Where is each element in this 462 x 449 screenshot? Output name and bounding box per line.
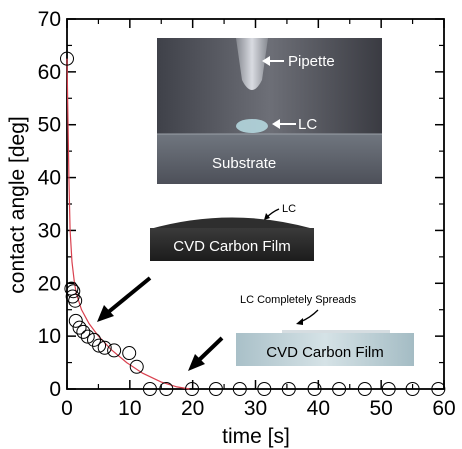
data-point	[405, 382, 420, 396]
y-tick-label: 30	[38, 219, 61, 242]
data-point	[68, 293, 83, 308]
data-markers	[60, 51, 446, 396]
arrow-to-zero-points	[195, 336, 224, 364]
y-tick-label: 40	[38, 167, 61, 190]
film2-rect	[236, 333, 414, 366]
data-point	[307, 382, 322, 396]
x-tick-label: 20	[181, 397, 204, 420]
fit-curve	[66, 58, 190, 390]
film1-lc-label: LC	[282, 203, 296, 215]
film1-label: CVD Carbon Film	[173, 238, 291, 255]
arrow-to-early-points	[104, 276, 152, 316]
data-point	[357, 382, 372, 396]
y-tick-label: 0	[49, 378, 61, 401]
lc-label: LC	[298, 116, 317, 133]
inset-photo: Pipette LC Substrate	[157, 38, 382, 184]
x-tick-label: 10	[118, 397, 141, 420]
data-point	[65, 289, 80, 304]
film-inset-1: CVD Carbon Film LC	[150, 203, 314, 261]
data-point	[107, 343, 122, 358]
data-point	[159, 382, 174, 396]
film1-droplet	[150, 217, 314, 229]
pipette-label: Pipette	[288, 53, 335, 70]
y-tick-label: 60	[38, 61, 61, 84]
axis-tick-labels: 0 10 20 30 40 50 60 0 10 20 30 40 50 60 70	[38, 8, 456, 420]
data-point	[97, 340, 112, 355]
data-point	[257, 382, 272, 396]
data-point	[72, 320, 87, 335]
data-point	[142, 382, 157, 396]
data-point	[281, 382, 296, 396]
axis-ticks	[66, 18, 445, 390]
data-point	[122, 346, 137, 361]
y-tick-label: 10	[38, 325, 61, 348]
x-tick-label: 30	[244, 397, 267, 420]
data-point	[68, 313, 83, 328]
data-point	[232, 382, 247, 396]
film2-pointer-head	[296, 318, 303, 325]
y-tick-label: 50	[38, 114, 61, 137]
x-axis-title: time [s]	[222, 425, 290, 448]
lc-arrowhead	[272, 119, 280, 129]
film-inset-2: LC Completely Spreads CVD Carbon Film	[236, 294, 414, 366]
data-point	[208, 382, 223, 396]
data-point	[60, 51, 74, 66]
pipette-shape	[236, 38, 268, 90]
data-point	[66, 284, 81, 299]
lc-droplet	[236, 119, 268, 133]
substrate-label: Substrate	[212, 155, 276, 172]
data-point	[87, 332, 102, 347]
film1-lc-pointer-head	[264, 213, 270, 220]
film2-label: CVD Carbon Film	[266, 344, 384, 361]
data-point	[332, 382, 347, 396]
data-point	[185, 382, 200, 396]
arrow-to-zero-points-head	[188, 354, 205, 371]
data-point	[76, 324, 91, 339]
pipette-arrowhead	[262, 56, 270, 66]
inset-photo-substrate	[157, 134, 382, 184]
pointer-arrows	[97, 276, 224, 371]
y-axis-title: contact angle [deg]	[6, 116, 29, 293]
y-tick-label: 70	[38, 8, 61, 31]
x-tick-label: 60	[432, 397, 455, 420]
data-point	[92, 338, 107, 353]
data-point	[129, 359, 144, 374]
x-tick-label: 40	[307, 397, 330, 420]
y-tick-label: 20	[38, 272, 61, 295]
x-tick-label: 0	[61, 397, 73, 420]
film2-lc-layer	[282, 330, 390, 333]
film2-caption: LC Completely Spreads	[240, 294, 357, 306]
data-point	[381, 382, 396, 396]
x-tick-label: 50	[369, 397, 392, 420]
data-point	[80, 329, 95, 344]
data-point	[431, 382, 446, 396]
arrow-to-early-points-head	[97, 305, 114, 322]
film1-rect	[150, 228, 314, 261]
